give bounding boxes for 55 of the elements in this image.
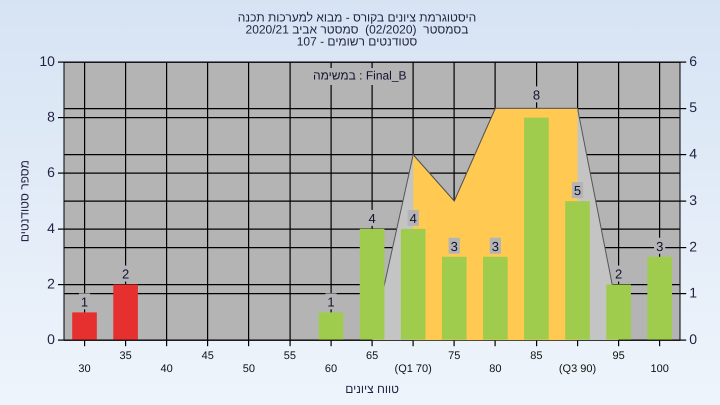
x-tick-label: (Q3 90) xyxy=(558,363,596,376)
x-tick-label: 75 xyxy=(448,350,460,362)
bar xyxy=(360,228,384,340)
bar xyxy=(400,228,426,340)
x-tick-label: 35 xyxy=(119,350,132,362)
data-label: 4 xyxy=(410,211,417,226)
x-tick-label: 65 xyxy=(366,350,378,362)
y2-tick-label: 4 xyxy=(689,146,698,162)
data-label: 4 xyxy=(368,211,376,226)
data-label: 1 xyxy=(327,294,335,310)
bar xyxy=(606,284,631,340)
data-label: 3 xyxy=(450,238,458,254)
y-tick-label: 0 xyxy=(47,331,56,348)
bar xyxy=(647,256,672,340)
bar xyxy=(565,201,590,340)
bar xyxy=(524,118,549,340)
data-label: 3 xyxy=(656,238,664,254)
x-tick-label: 95 xyxy=(612,350,625,362)
x-tick-label: 100 xyxy=(650,363,669,376)
chart-subtitle: בסמסטר (02/2020) סמסטר אביב 2020/21 סטודנטים רשומים - 107 xyxy=(246,22,468,48)
x-tick-label: 60 xyxy=(324,363,338,376)
y-tick-label: 6 xyxy=(47,164,56,180)
data-label: 2 xyxy=(614,266,622,282)
bar xyxy=(72,312,97,340)
x-tick-label: 30 xyxy=(78,363,91,376)
data-label: 2 xyxy=(122,266,130,282)
data-label: 3 xyxy=(492,238,499,254)
x-tick-label: 45 xyxy=(202,350,214,362)
x-tick-label: 85 xyxy=(530,350,543,362)
x-tick-label: 80 xyxy=(489,363,502,376)
bar xyxy=(318,312,344,340)
bar xyxy=(483,256,508,340)
bar xyxy=(442,256,467,340)
y-tick-label: 4 xyxy=(47,220,56,236)
y2-tick-label: 1 xyxy=(689,284,698,301)
chart-title: היסטוגרמת ציונים בקורס - מבוא למערכות תכנה xyxy=(238,10,476,24)
data-label: 8 xyxy=(532,87,540,102)
x-tick-label: 55 xyxy=(284,350,296,362)
y-tick-label: 2 xyxy=(47,275,56,292)
x-axis-title: טווח ציונים xyxy=(345,382,400,396)
x-tick-label: (Q1 70) xyxy=(394,363,432,376)
data-label: 1 xyxy=(80,294,88,310)
bar xyxy=(113,284,138,340)
y2-tick-label: 3 xyxy=(689,192,698,208)
annotation: במשימה : Final_B xyxy=(313,68,407,82)
y-tick-label: 10 xyxy=(39,52,56,69)
y2-tick-label: 2 xyxy=(689,238,698,254)
x-tick-label: 50 xyxy=(242,363,255,376)
y-tick-label: 8 xyxy=(47,108,56,124)
y2-tick-label: 0 xyxy=(689,331,698,348)
data-label: 5 xyxy=(574,183,582,198)
y2-tick-label: 6 xyxy=(689,52,698,69)
x-tick-label: 40 xyxy=(160,363,173,376)
y-axis-title: מספר סטודנטים xyxy=(18,160,32,242)
y2-tick-label: 5 xyxy=(689,99,698,116)
